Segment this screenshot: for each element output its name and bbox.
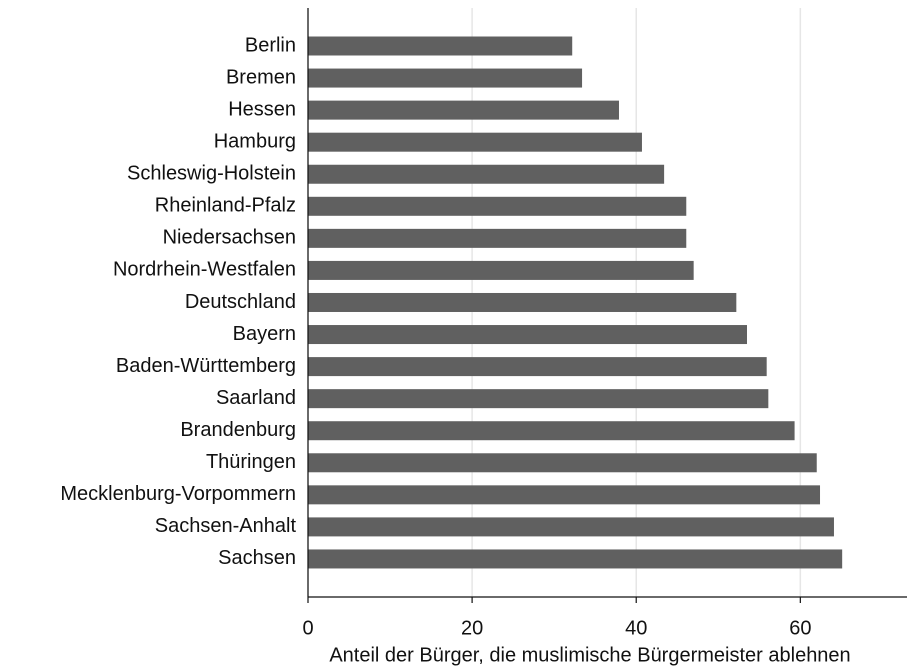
y-tick-label: Sachsen-Anhalt [155, 515, 297, 537]
x-tick-label: 20 [461, 617, 483, 639]
y-tick-label: Berlin [245, 34, 296, 56]
y-tick-label: Schleswig-Holstein [127, 163, 296, 185]
x-tick-label: 40 [625, 617, 647, 639]
y-tick-label: Bremen [226, 66, 296, 88]
bar [308, 357, 767, 377]
bar [308, 68, 583, 88]
x-tick-label: 0 [302, 617, 313, 639]
y-tick-label: Nordrhein-Westfalen [113, 259, 296, 281]
y-tick-label: Saarland [216, 387, 296, 409]
bar [308, 453, 817, 473]
bar [308, 389, 769, 409]
bar [308, 517, 834, 537]
y-tick-label: Baden-Württemberg [116, 355, 296, 377]
bar [308, 196, 687, 216]
y-tick-label: Bayern [233, 323, 296, 345]
bar [308, 228, 687, 248]
bar [308, 292, 737, 312]
bar [308, 36, 573, 56]
y-tick-label: Niedersachsen [163, 227, 296, 249]
bar [308, 325, 747, 345]
y-tick-label: Brandenburg [180, 419, 296, 441]
y-tick-label: Rheinland-Pfalz [155, 195, 296, 217]
y-tick-label: Thüringen [206, 451, 296, 473]
bar [308, 549, 843, 569]
y-tick-label: Hessen [228, 98, 296, 120]
y-tick-label: Hamburg [214, 130, 296, 152]
bar [308, 164, 665, 184]
bar [308, 421, 795, 441]
x-tick-label: 60 [789, 617, 811, 639]
y-tick-label: Sachsen [218, 547, 296, 569]
x-axis-label: Anteil der Bürger, die muslimische Bürge… [329, 644, 850, 666]
bar [308, 132, 642, 152]
bar [308, 260, 694, 280]
bar [308, 100, 619, 120]
bar [308, 485, 821, 505]
y-tick-label: Mecklenburg-Vorpommern [60, 483, 296, 505]
y-tick-label: Deutschland [185, 291, 296, 313]
